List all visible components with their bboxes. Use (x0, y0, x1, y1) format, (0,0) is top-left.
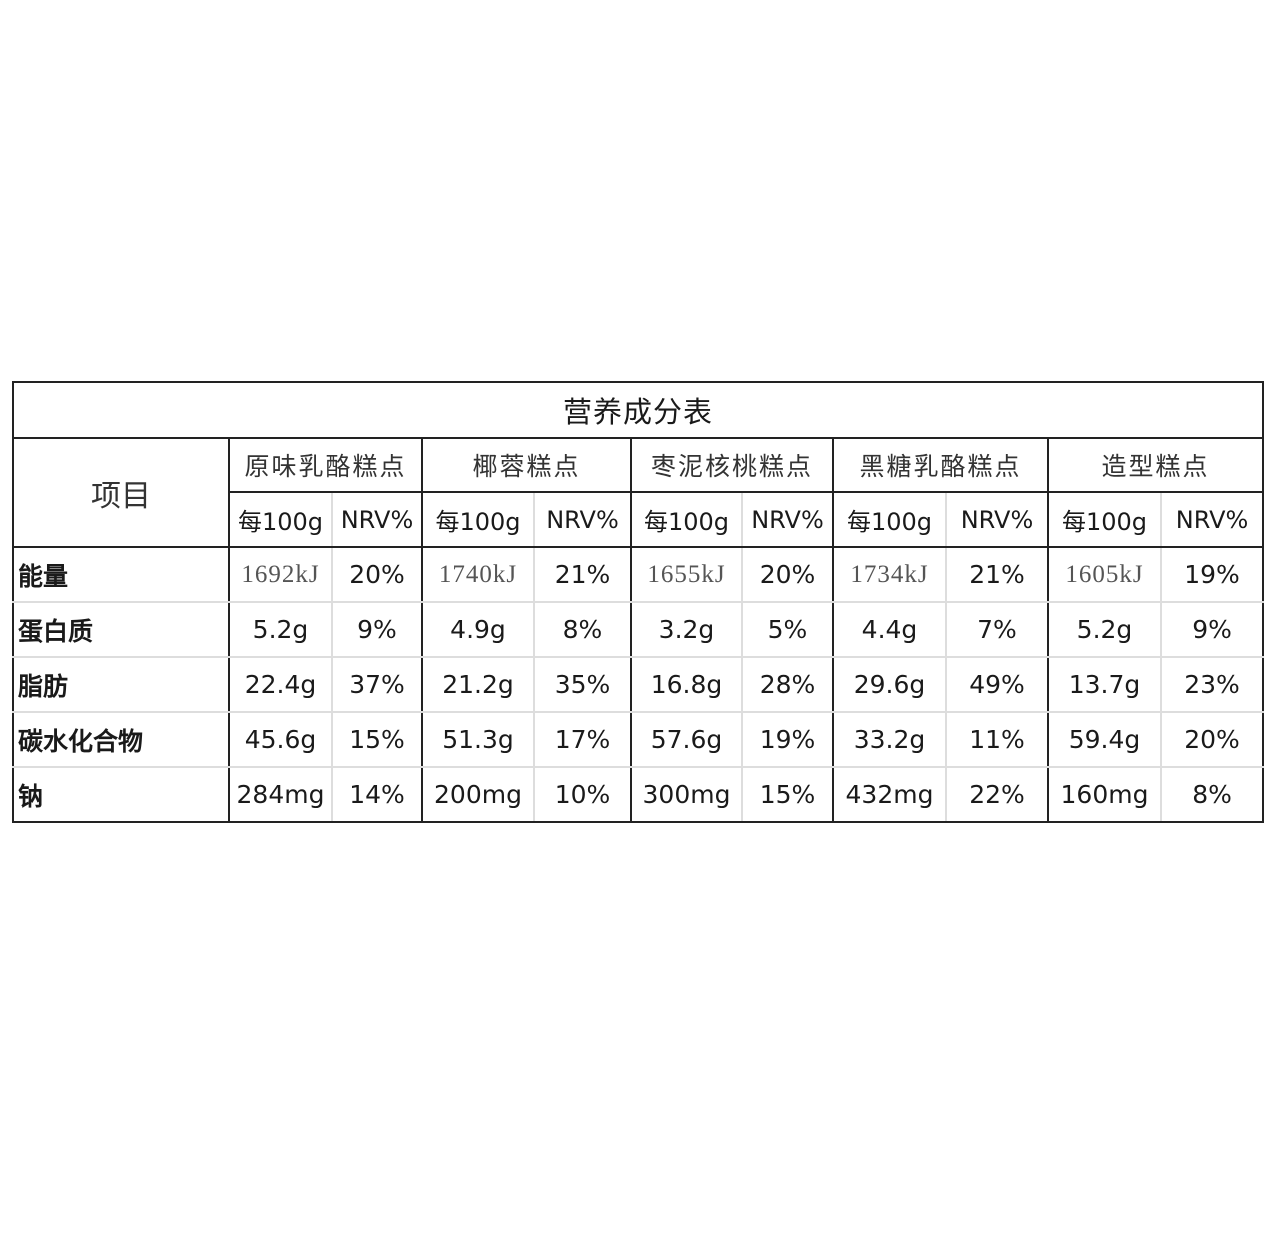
per100g-value: 1605kJ (1047, 546, 1162, 603)
per100g-value: 33.2g (832, 711, 947, 768)
nrv-value: 20% (741, 546, 834, 603)
per100g-header: 每100g (228, 491, 333, 548)
per100g-value: 59.4g (1047, 711, 1162, 768)
nrv-value: 37% (331, 656, 423, 713)
per100g-header: 每100g (832, 491, 947, 548)
table-row: 碳水化合物 45.6g 15% 51.3g 17% 57.6g 19% 33.2g 11% 59.… (12, 711, 1265, 768)
nrv-value: 10% (533, 766, 632, 823)
product-header: 椰蓉糕点 (421, 437, 632, 493)
nrv-value: 28% (741, 656, 834, 713)
nrv-value: 5% (741, 601, 834, 658)
nrv-header: NRV% (1159, 491, 1265, 548)
per100g-header: 每100g (1047, 491, 1162, 548)
nrv-value: 7% (945, 601, 1049, 658)
nrv-value: 15% (331, 711, 423, 768)
per100g-value: 13.7g (1047, 656, 1162, 713)
product-header: 黑糖乳酪糕点 (832, 437, 1049, 493)
nutrient-label: 脂肪 (12, 656, 230, 713)
per100g-value: 5.2g (1047, 601, 1162, 658)
product-header: 枣泥核桃糕点 (630, 437, 834, 493)
table-row: 蛋白质 5.2g 9% 4.9g 8% 3.2g 5% 4.4g 7% 5.2g 9% (12, 601, 1265, 658)
nrv-value: 15% (741, 766, 834, 823)
nrv-value: 35% (533, 656, 632, 713)
nrv-value: 8% (533, 601, 632, 658)
nrv-value: 11% (945, 711, 1049, 768)
nrv-value: 22% (945, 766, 1049, 823)
nrv-header: NRV% (533, 491, 632, 548)
table-row: 脂肪 22.4g 37% 21.2g 35% 16.8g 28% 29.6g 49% 13.7g 2… (12, 656, 1265, 713)
nrv-value: 8% (1159, 766, 1265, 823)
nrv-value: 17% (533, 711, 632, 768)
per100g-value: 1692kJ (228, 546, 333, 603)
per100g-value: 29.6g (832, 656, 947, 713)
per100g-value: 4.4g (832, 601, 947, 658)
nutrient-label: 钠 (12, 766, 230, 823)
per100g-value: 1734kJ (832, 546, 947, 603)
nrv-value: 9% (1159, 601, 1265, 658)
per100g-value: 21.2g (421, 656, 535, 713)
per100g-value: 432mg (832, 766, 947, 823)
table-row: 能量 1692kJ 20% 1740kJ 21% 1655kJ 20% 1734kJ 21% 16… (12, 546, 1265, 603)
nrv-value: 23% (1159, 656, 1265, 713)
table-title: 营养成分表 (11, 381, 1265, 439)
per100g-value: 4.9g (421, 601, 535, 658)
per100g-value: 51.3g (421, 711, 535, 768)
nutrient-label: 能量 (12, 546, 230, 603)
nrv-header: NRV% (741, 491, 834, 548)
nutrient-label: 碳水化合物 (12, 711, 230, 768)
nrv-value: 21% (945, 546, 1049, 603)
nrv-header: NRV% (945, 491, 1049, 548)
nrv-value: 49% (945, 656, 1049, 713)
per100g-value: 22.4g (228, 656, 333, 713)
nrv-header: NRV% (331, 491, 423, 548)
per100g-value: 200mg (421, 766, 535, 823)
per100g-value: 5.2g (228, 601, 333, 658)
per100g-header: 每100g (630, 491, 743, 548)
nrv-value: 20% (331, 546, 423, 603)
nrv-value: 21% (533, 546, 632, 603)
per100g-value: 16.8g (630, 656, 743, 713)
per100g-value: 45.6g (228, 711, 333, 768)
per100g-header: 每100g (421, 491, 535, 548)
product-header: 造型糕点 (1046, 437, 1265, 493)
nrv-value: 19% (741, 711, 834, 768)
nrv-value: 20% (1159, 711, 1265, 768)
nrv-value: 19% (1159, 546, 1265, 603)
nutrition-table: 营养成分表 项目 原味乳酪糕点 椰蓉糕点 枣泥核桃糕点 黑糖乳酪糕点 造型糕点 每100g… (11, 381, 1265, 823)
per100g-value: 1740kJ (421, 546, 535, 603)
per100g-value: 160mg (1047, 766, 1162, 823)
nutrient-label: 蛋白质 (12, 601, 230, 658)
per100g-value: 3.2g (630, 601, 743, 658)
nrv-value: 9% (331, 601, 423, 658)
item-header: 项目 (12, 437, 230, 548)
per100g-value: 57.6g (630, 711, 743, 768)
per100g-value: 1655kJ (630, 546, 743, 603)
product-header: 原味乳酪糕点 (228, 437, 423, 493)
table-row: 钠 284mg 14% 200mg 10% 300mg 15% 432mg 22% 160mg 8% (12, 766, 1265, 823)
per100g-value: 300mg (630, 766, 743, 823)
nrv-value: 14% (331, 766, 423, 823)
per100g-value: 284mg (228, 766, 333, 823)
